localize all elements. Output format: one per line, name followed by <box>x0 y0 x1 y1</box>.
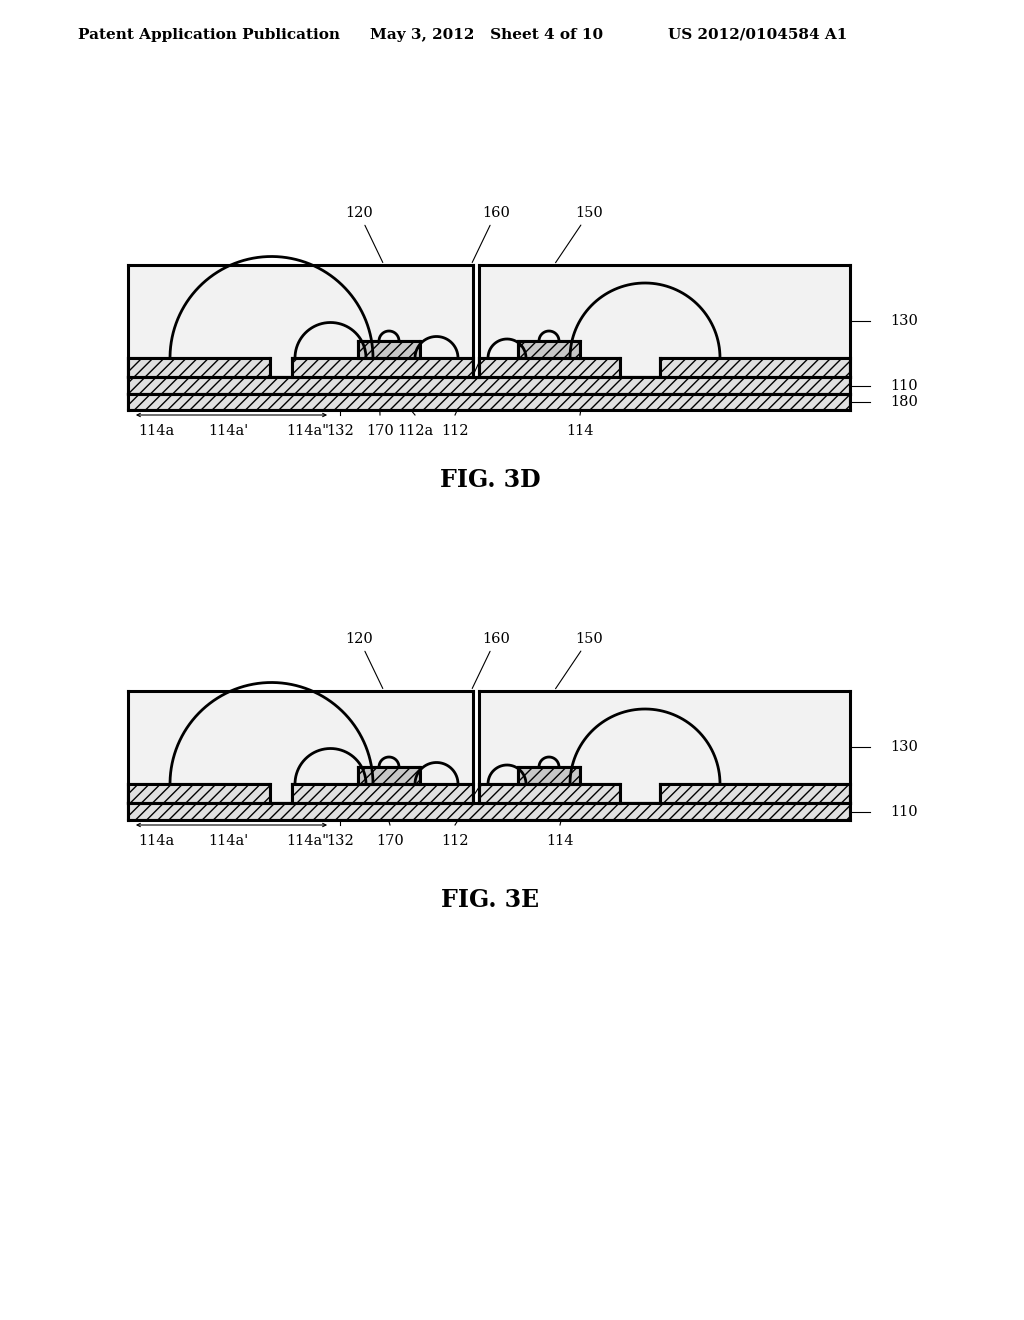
Text: 170: 170 <box>367 424 394 438</box>
Text: 114a: 114a <box>138 834 174 847</box>
Text: 132: 132 <box>326 834 354 847</box>
Bar <box>479 358 620 378</box>
Text: 114a: 114a <box>138 424 174 438</box>
Text: 112: 112 <box>441 834 469 847</box>
Text: 114a": 114a" <box>287 424 330 438</box>
Bar <box>292 358 473 378</box>
Text: US 2012/0104584 A1: US 2012/0104584 A1 <box>668 28 848 42</box>
Text: 112: 112 <box>441 424 469 438</box>
Bar <box>292 784 473 803</box>
Bar <box>358 767 420 784</box>
Text: FIG. 3E: FIG. 3E <box>441 888 539 912</box>
Text: May 3, 2012   Sheet 4 of 10: May 3, 2012 Sheet 4 of 10 <box>370 28 603 42</box>
Text: 132: 132 <box>326 424 354 438</box>
Text: 150: 150 <box>556 632 603 689</box>
Text: 114: 114 <box>546 834 573 847</box>
Bar <box>479 784 620 803</box>
Bar <box>518 767 580 784</box>
Text: 114a': 114a' <box>208 424 248 438</box>
Bar <box>660 358 850 378</box>
Text: 150: 150 <box>556 206 603 263</box>
Text: 130: 130 <box>890 741 918 754</box>
Text: 180: 180 <box>890 395 918 409</box>
Text: 114a": 114a" <box>287 834 330 847</box>
Text: 170: 170 <box>376 834 403 847</box>
Text: 120: 120 <box>345 206 383 263</box>
Text: 114: 114 <box>566 424 594 438</box>
Text: Patent Application Publication: Patent Application Publication <box>78 28 340 42</box>
Bar <box>479 265 850 378</box>
Bar <box>358 341 420 358</box>
Text: 110: 110 <box>890 804 918 818</box>
Bar <box>128 393 850 411</box>
Text: 114a': 114a' <box>208 834 248 847</box>
Bar <box>128 358 270 378</box>
Bar <box>660 784 850 803</box>
Text: 110: 110 <box>890 379 918 392</box>
Bar <box>128 378 850 393</box>
Bar <box>128 265 473 378</box>
Text: 160: 160 <box>472 632 510 689</box>
Bar <box>479 690 850 803</box>
Text: FIG. 3D: FIG. 3D <box>439 469 541 492</box>
Text: 112a: 112a <box>397 424 433 438</box>
Bar <box>128 803 850 820</box>
Text: 120: 120 <box>345 632 383 689</box>
Bar <box>518 341 580 358</box>
Bar <box>128 690 473 803</box>
Text: 130: 130 <box>890 314 918 327</box>
Bar <box>128 784 270 803</box>
Text: 160: 160 <box>472 206 510 263</box>
